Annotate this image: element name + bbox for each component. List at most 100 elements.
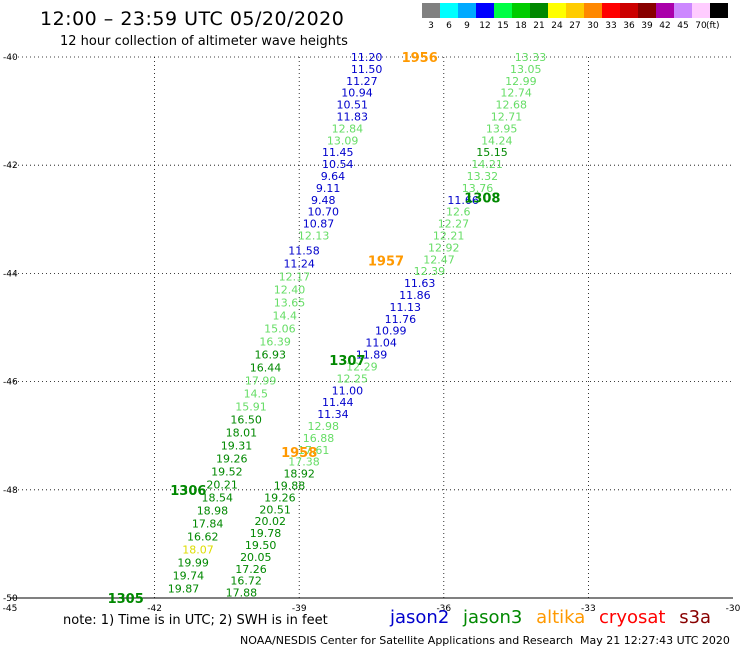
- swh-value-label: 11.04: [365, 337, 397, 350]
- swh-value-label: 10.87: [303, 218, 335, 231]
- swh-value-label: 12.98: [308, 420, 340, 433]
- legend-jason3: jason3: [463, 607, 523, 628]
- scale-swatch: [710, 3, 728, 18]
- scale-swatch: [494, 3, 512, 18]
- swh-value-label: 13.09: [327, 134, 359, 147]
- swh-value-label: 15.91: [235, 400, 267, 413]
- swh-value-label: 11.13: [389, 301, 421, 314]
- swh-value-label: 16.93: [255, 349, 287, 362]
- scale-label: 3: [428, 21, 434, 31]
- swh-value-label: 15.15: [476, 146, 508, 159]
- scale-swatch: [674, 3, 692, 18]
- swh-value-label: 19.78: [250, 527, 282, 540]
- swh-value-label: 20.02: [255, 515, 287, 528]
- swh-value-label: 16.39: [259, 336, 291, 349]
- swh-value-label: 13.95: [486, 122, 518, 135]
- swh-value-label: 11.63: [404, 277, 436, 290]
- swh-value-label: 12.47: [423, 253, 455, 266]
- swh-value-label: 12.13: [298, 230, 330, 243]
- swh-value-label: 18.54: [202, 491, 234, 504]
- scale-label: 9: [464, 21, 470, 31]
- x-tick-label: -45: [3, 604, 18, 614]
- x-tick-label: -39: [292, 604, 307, 614]
- swh-value-label: 20.51: [259, 503, 291, 516]
- swh-value-label: 11.66: [447, 194, 479, 207]
- scale-label: 33: [605, 21, 617, 31]
- swh-value-label: 12.71: [491, 111, 523, 124]
- swh-value-label: 16.50: [230, 413, 262, 426]
- scale-swatch: [440, 3, 458, 18]
- scale-label: 30: [587, 21, 599, 31]
- scale-swatch: [602, 3, 620, 18]
- x-tick-label: -33: [581, 604, 596, 614]
- swh-value-label: 13.32: [467, 170, 499, 183]
- scale-swatch: [584, 3, 602, 18]
- swh-value-label: 9.11: [316, 182, 341, 195]
- swh-value-label: 14.4: [272, 310, 297, 323]
- satellite-legend: jason2 jason3 altika cryosat s3a: [390, 607, 719, 628]
- swh-value-label: 11.86: [399, 289, 431, 302]
- swh-value-label: 11.34: [317, 408, 349, 421]
- swh-value-label: 12.6: [446, 206, 471, 219]
- scale-swatch: [638, 3, 656, 18]
- scale-label: 12: [479, 21, 491, 31]
- y-tick-label: -46: [3, 378, 18, 388]
- swh-value-label: 10.99: [375, 325, 407, 338]
- swh-value-label: 17.84: [192, 517, 224, 530]
- swh-value-label: 13.33: [515, 51, 547, 64]
- swh-value-label: 17.99: [245, 375, 277, 388]
- swh-value-label: 11.76: [385, 313, 417, 326]
- y-tick-label: -42: [3, 161, 18, 171]
- swh-value-label: 12.25: [336, 372, 368, 385]
- swh-value-label: 12.74: [500, 87, 532, 100]
- swh-value-label: 19.99: [177, 556, 209, 569]
- legend-cryosat: cryosat: [599, 607, 666, 628]
- swh-value-label: 20.21: [206, 478, 238, 491]
- footer-source: NOAA/NESDIS Center for Satellite Applica…: [240, 634, 574, 647]
- swh-value-label: 10.94: [341, 87, 373, 100]
- swh-value-label: 18.07: [182, 543, 214, 556]
- swh-value-label: 12.21: [433, 230, 465, 243]
- y-tick-label: -40: [3, 53, 18, 63]
- scale-swatch: [458, 3, 476, 18]
- swh-value-label: 19.88: [274, 479, 306, 492]
- scale-label: 45: [677, 21, 689, 31]
- swh-value-label: 19.50: [245, 539, 277, 552]
- y-tick-label: -44: [3, 269, 18, 279]
- swh-value-label: 14.24: [481, 134, 513, 147]
- swh-value-label: 17.61: [298, 444, 330, 457]
- footer-note: note: 1) Time is in UTC; 2) SWH is in fe…: [63, 613, 328, 628]
- pass-time-label: 1958: [281, 446, 317, 461]
- swh-value-label: 18.01: [226, 426, 258, 439]
- swh-value-label: 11.27: [346, 75, 378, 88]
- swh-value-label: 11.89: [356, 349, 388, 362]
- swh-value-label: 9.64: [321, 170, 346, 183]
- scale-swatch: [620, 3, 638, 18]
- swh-value-label: 11.44: [322, 396, 354, 409]
- swh-value-label: 19.31: [221, 439, 253, 452]
- scale-label: 27: [569, 21, 581, 31]
- swh-value-label: 11.00: [332, 384, 364, 397]
- scale-swatch: [692, 3, 710, 18]
- swh-value-label: 16.88: [303, 432, 335, 445]
- y-tick-label: -50: [3, 594, 18, 604]
- legend-jason2: jason2: [390, 607, 450, 628]
- scale-label: 39: [641, 21, 653, 31]
- swh-value-label: 16.72: [230, 575, 262, 588]
- swh-value-label: 18.92: [283, 468, 315, 481]
- pass-time-label: 1957: [368, 254, 404, 269]
- scale-swatch: [548, 3, 566, 18]
- x-tick-label: -42: [147, 604, 162, 614]
- footer-timestamp: May 21 12:27:43 UTC 2020: [580, 634, 730, 647]
- swh-value-label: 15.06: [264, 323, 296, 336]
- scale-swatch: [422, 3, 440, 18]
- scale-swatch: [656, 3, 674, 18]
- scale-label: 15: [497, 21, 509, 31]
- scale-swatch: [530, 3, 548, 18]
- swh-value-label: 12.40: [274, 284, 306, 297]
- y-tick-label: -48: [3, 486, 18, 496]
- scale-label: 21: [533, 21, 545, 31]
- legend-altika: altika: [536, 607, 586, 628]
- swh-value-label: 11.24: [283, 258, 315, 271]
